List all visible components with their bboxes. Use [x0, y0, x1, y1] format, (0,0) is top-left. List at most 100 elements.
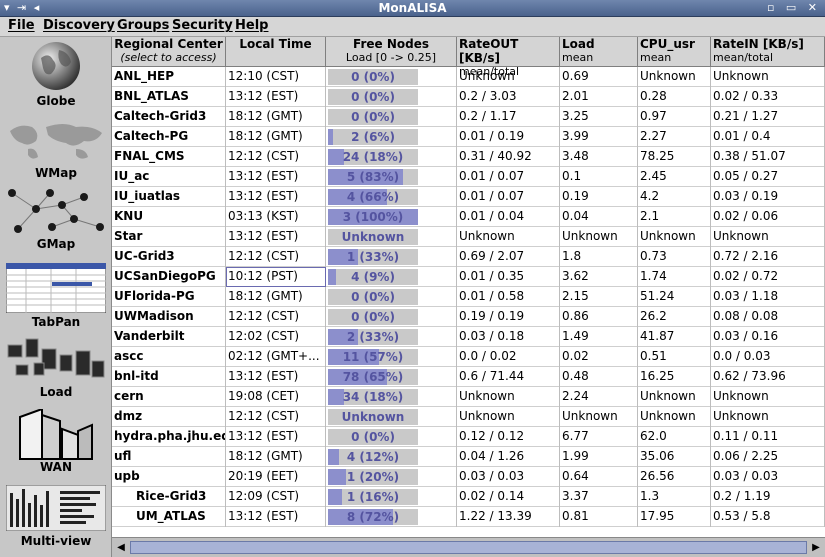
scroll-left-icon[interactable]: ◀: [117, 542, 125, 553]
site-name-cell[interactable]: dmz: [112, 407, 226, 427]
sidebar-item-gmap[interactable]: GMap: [0, 185, 112, 255]
free-nodes-bar-fill: [328, 249, 358, 265]
site-name-cell[interactable]: BNL_ATLAS: [112, 87, 226, 107]
table-row[interactable]: FNAL_CMS 12:12 (CST) 24 (18%) 0.31 / 40.92 3…: [112, 147, 825, 167]
table-row[interactable]: IU_iuatlas 13:12 (EST) 4 (66%) 0.01 / 0.07 0…: [112, 187, 825, 207]
site-name-cell[interactable]: Rice-Grid3: [112, 487, 226, 507]
cpu-usr-cell: 17.95: [638, 507, 711, 527]
table-row[interactable]: ufl 18:12 (GMT) 4 (12%) 0.04 / 1.26 1.99 35.0…: [112, 447, 825, 467]
free-nodes-cell: 24 (18%): [326, 147, 457, 167]
col-rateout-header[interactable]: RateOUT [KB/s] mean/total: [457, 37, 560, 78]
local-time-cell: 13:12 (EST): [226, 187, 326, 207]
window-menu-controls[interactable]: ▾ ⇥ ◂: [4, 1, 42, 14]
sidebar-item-globe[interactable]: Globe: [0, 40, 112, 110]
local-time-cell: 13:12 (EST): [226, 367, 326, 387]
site-name-cell[interactable]: UWMadison: [112, 307, 226, 327]
site-name-cell[interactable]: ascc: [112, 347, 226, 367]
site-name-cell[interactable]: IU_iuatlas: [112, 187, 226, 207]
cpu-usr-cell: 2.27: [638, 127, 711, 147]
col-ratein-header[interactable]: RateIN [KB/s] mean/total: [711, 37, 825, 67]
col-regional-center-header[interactable]: Regional Center (select to access): [112, 37, 226, 67]
site-name-cell[interactable]: IU_ac: [112, 167, 226, 187]
free-nodes-cell: Unknown: [326, 407, 457, 427]
sidebar-label-load: Load: [39, 385, 73, 399]
table-row[interactable]: KNU 03:13 (KST) 3 (100%) 0.01 / 0.04 0.04 2.1…: [112, 207, 825, 227]
menu-security[interactable]: Security: [172, 18, 233, 33]
sidebar-item-wmap[interactable]: WMap: [0, 115, 112, 185]
site-name-cell[interactable]: Star: [112, 227, 226, 247]
table-row[interactable]: upb 20:19 (EET) 1 (20%) 0.03 / 0.03 0.64 26.5…: [112, 467, 825, 487]
scroll-thumb[interactable]: [130, 541, 807, 554]
col-free-nodes-header[interactable]: Free Nodes Load [0 -> 0.25]: [326, 37, 457, 67]
table-row[interactable]: Vanderbilt 12:02 (CST) 2 (33%) 0.03 / 0.18 1…: [112, 327, 825, 347]
sidebar-item-wan[interactable]: WAN: [0, 407, 112, 477]
horizontal-scrollbar[interactable]: ◀ ▶: [112, 537, 825, 557]
site-name-cell[interactable]: Caltech-PG: [112, 127, 226, 147]
cpu-usr-cell: 2.1: [638, 207, 711, 227]
table-row[interactable]: BNL_ATLAS 13:12 (EST) 0 (0%) 0.2 / 3.03 2.01…: [112, 87, 825, 107]
multi-view-icon: [6, 485, 106, 531]
free-nodes-cell: 78 (65%): [326, 367, 457, 387]
table-row[interactable]: UCSanDiegoPG 10:12 (PST) 4 (9%) 0.01 / 0.35…: [112, 267, 825, 287]
free-nodes-value: 0 (0%): [351, 70, 395, 84]
free-nodes-bar: 1 (16%): [328, 489, 418, 505]
site-name-cell[interactable]: UC-Grid3: [112, 247, 226, 267]
table-row[interactable]: Caltech-Grid3 18:12 (GMT) 0 (0%) 0.2 / 1.17…: [112, 107, 825, 127]
site-name-cell[interactable]: UCSanDiegoPG: [112, 267, 226, 287]
site-name-cell[interactable]: KNU: [112, 207, 226, 227]
site-name-cell[interactable]: Caltech-Grid3: [112, 107, 226, 127]
menu-file[interactable]: File: [8, 18, 35, 33]
free-nodes-bar: 0 (0%): [328, 429, 418, 445]
ratein-cell: 0.02 / 0.06: [711, 207, 825, 227]
site-name-cell[interactable]: bnl-itd: [112, 367, 226, 387]
table-row[interactable]: Star 13:12 (EST) Unknown Unknown Unknown Unkn…: [112, 227, 825, 247]
rateout-cell: 0.01 / 0.19: [457, 127, 560, 147]
site-name-cell[interactable]: upb: [112, 467, 226, 487]
table-row[interactable]: ascc 02:12 (GMT+... 11 (57%) 0.0 / 0.02 0.02…: [112, 347, 825, 367]
local-time-cell: 12:10 (CST): [226, 67, 326, 87]
table-row[interactable]: hydra.pha.jhu.edu 13:12 (EST) 0 (0%) 0.12 /…: [112, 427, 825, 447]
wan-buildings-icon: [19, 409, 93, 460]
menu-help[interactable]: Help: [235, 18, 269, 33]
free-nodes-bar: 0 (0%): [328, 289, 418, 305]
col-local-time-header[interactable]: Local Time: [226, 37, 326, 67]
load-cell: 0.48: [560, 367, 638, 387]
scroll-right-icon[interactable]: ▶: [812, 542, 820, 553]
sidebar-item-multi-view[interactable]: Multi-view: [0, 483, 112, 555]
sidebar-item-tabpan[interactable]: TabPan: [0, 259, 112, 329]
site-name-cell[interactable]: hydra.pha.jhu.edu: [112, 427, 226, 447]
col-rateout-title: RateOUT [KB/s]: [459, 37, 519, 65]
sidebar-label-globe: Globe: [36, 94, 76, 108]
col-load-header[interactable]: Load mean: [560, 37, 638, 67]
site-name-cell[interactable]: FNAL_CMS: [112, 147, 226, 167]
table-row[interactable]: Rice-Grid3 12:09 (CST) 1 (16%) 0.02 / 0.14 3…: [112, 487, 825, 507]
table-row[interactable]: bnl-itd 13:12 (EST) 78 (65%) 0.6 / 71.44 0.4…: [112, 367, 825, 387]
table-row[interactable]: cern 19:08 (CET) 34 (18%) Unknown 2.24 Unknow…: [112, 387, 825, 407]
rateout-cell: 0.02 / 0.14: [457, 487, 560, 507]
free-nodes-cell: 0 (0%): [326, 107, 457, 127]
ratein-cell: 0.62 / 73.96: [711, 367, 825, 387]
site-name-cell[interactable]: Vanderbilt: [112, 327, 226, 347]
site-name-cell[interactable]: ANL_HEP: [112, 67, 226, 87]
table-row[interactable]: UC-Grid3 12:12 (CST) 1 (33%) 0.69 / 2.07 1.8…: [112, 247, 825, 267]
site-name-cell[interactable]: UFlorida-PG: [112, 287, 226, 307]
window-controls[interactable]: ▫ ▭ ✕: [766, 1, 821, 14]
free-nodes-cell: 11 (57%): [326, 347, 457, 367]
table-row[interactable]: Caltech-PG 18:12 (GMT) 2 (6%) 0.01 / 0.19 3.…: [112, 127, 825, 147]
site-name-cell[interactable]: cern: [112, 387, 226, 407]
menu-discovery[interactable]: Discovery: [43, 18, 115, 33]
menu-groups[interactable]: Groups: [117, 18, 170, 33]
col-cpu-usr-header[interactable]: CPU_usr mean: [638, 37, 711, 67]
table-row[interactable]: dmz 12:12 (CST) Unknown Unknown Unknown Unkno…: [112, 407, 825, 427]
sidebar-item-load[interactable]: Load: [0, 333, 112, 403]
free-nodes-cell: 4 (9%): [326, 267, 457, 287]
table-row[interactable]: UFlorida-PG 18:12 (GMT) 0 (0%) 0.01 / 0.58 2…: [112, 287, 825, 307]
table-row[interactable]: UM_ATLAS 13:12 (EST) 8 (72%) 1.22 / 13.39 0.…: [112, 507, 825, 527]
table-row[interactable]: ANL_HEP 12:10 (CST) 0 (0%) Unknown 0.69 Unkno…: [112, 67, 825, 87]
free-nodes-bar: 3 (100%): [328, 209, 418, 225]
cpu-usr-cell: 62.0: [638, 427, 711, 447]
site-name-cell[interactable]: ufl: [112, 447, 226, 467]
table-row[interactable]: UWMadison 12:12 (CST) 0 (0%) 0.19 / 0.19 0.8…: [112, 307, 825, 327]
table-row[interactable]: IU_ac 13:12 (EST) 5 (83%) 0.01 / 0.07 0.1 2.4…: [112, 167, 825, 187]
site-name-cell[interactable]: UM_ATLAS: [112, 507, 226, 527]
